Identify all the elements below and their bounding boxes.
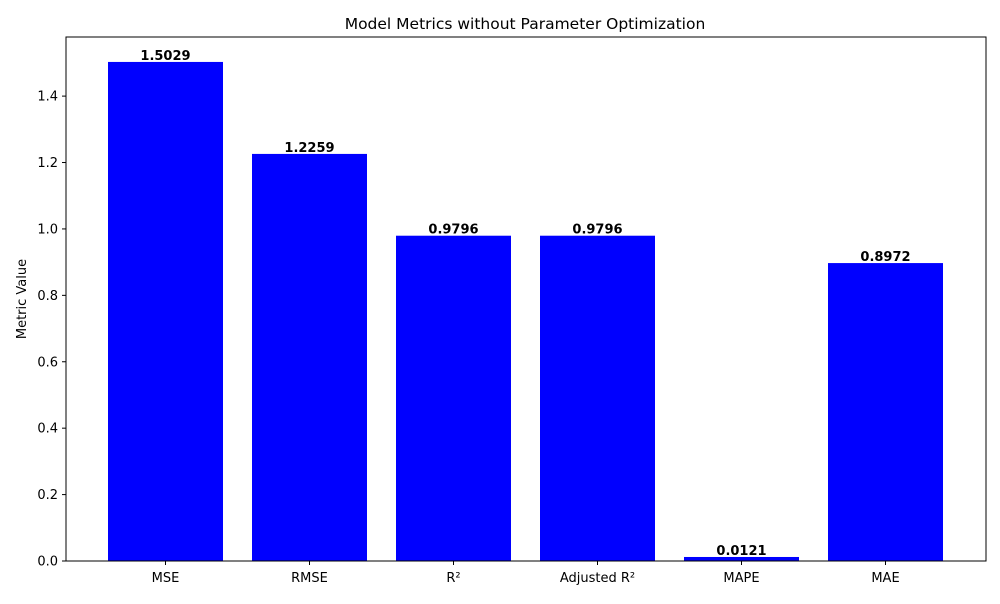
data-labels-layer: 1.5029 1.2259 0.9796 0.9796 0.0121 0.8972 [140, 49, 910, 559]
y-tick-label-1-2: 1.2 [37, 156, 58, 171]
y-axis-label: Metric Value [15, 259, 30, 339]
y-tick-label-1-0: 1.0 [37, 222, 58, 237]
y-tick-label-0-0: 0.0 [37, 555, 58, 570]
x-tick-label-mse: MSE [152, 571, 180, 586]
data-label-mse: 1.5029 [140, 49, 190, 64]
y-tick-label-0-4: 0.4 [37, 422, 58, 437]
data-label-mape: 0.0121 [716, 544, 766, 559]
x-tick-label-r: R² [446, 571, 460, 586]
x-tick-label-mape: MAPE [723, 571, 759, 586]
chart-title: Model Metrics without Parameter Optimiza… [345, 15, 706, 33]
data-label-r: 0.9796 [428, 223, 478, 238]
bar-r [396, 235, 511, 561]
x-tick-label-adjusted-r: Adjusted R² [560, 571, 635, 586]
data-label-mae: 0.8972 [860, 250, 910, 265]
x-tick-label-mae: MAE [871, 571, 899, 586]
x-axis: MSE RMSE R² Adjusted R² MAPE MAE [152, 561, 900, 586]
data-label-adjusted-r: 0.9796 [572, 223, 622, 238]
y-tick-label-0-2: 0.2 [37, 488, 58, 503]
bar-mse [108, 61, 223, 561]
data-label-rmse: 1.2259 [284, 141, 334, 156]
bars-layer [108, 61, 943, 562]
y-axis: 0.0 0.2 0.4 0.6 0.8 1.0 1.2 1.4 [37, 90, 66, 570]
y-tick-label-1-4: 1.4 [37, 90, 58, 105]
x-tick-label-rmse: RMSE [291, 571, 328, 586]
bar-mae [828, 263, 943, 561]
y-tick-label-0-6: 0.6 [37, 355, 58, 370]
bar-mape [684, 556, 799, 561]
y-tick-label-0-8: 0.8 [37, 289, 58, 304]
plot-frame [65, 36, 987, 562]
bar-adjusted-r [540, 235, 655, 561]
bar-rmse [252, 153, 367, 562]
